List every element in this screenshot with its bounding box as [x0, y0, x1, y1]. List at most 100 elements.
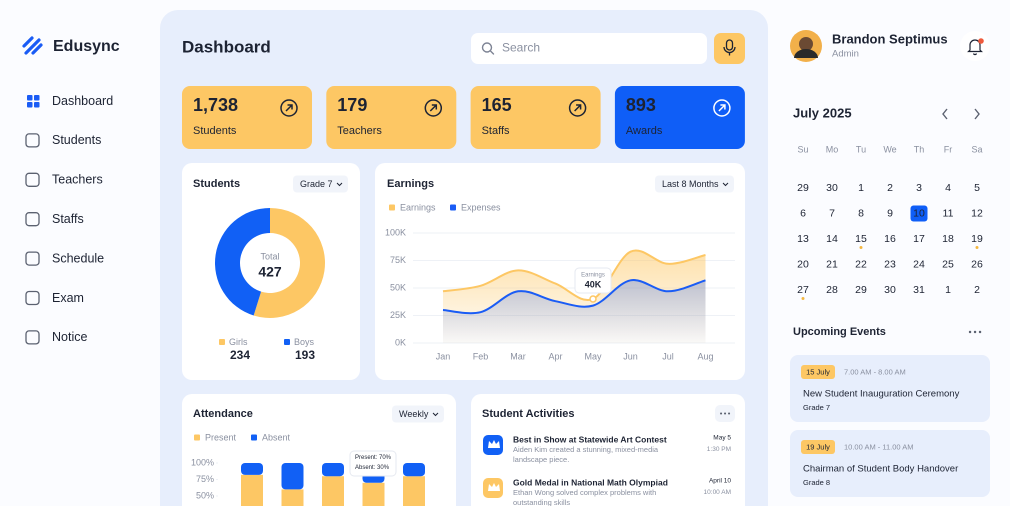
- calendar-day[interactable]: 2: [974, 284, 980, 296]
- nav-item[interactable]: Staffs: [52, 212, 84, 226]
- activity-time: 10:00 AM: [704, 489, 731, 496]
- calendar-day[interactable]: 4: [945, 182, 951, 194]
- calendar-prev[interactable]: [942, 108, 948, 120]
- event-dot: [859, 246, 863, 249]
- avatar-body: [794, 49, 818, 58]
- tooltip-line: Present: 70%: [355, 455, 392, 461]
- stat-arrow-circle: [424, 99, 443, 117]
- filter-dropdown[interactable]: [392, 405, 444, 423]
- legend-label: Earnings: [400, 202, 436, 212]
- activity-date: May 5: [713, 435, 731, 442]
- activity-time: 1:30 PM: [707, 446, 731, 453]
- calendar-day[interactable]: 17: [913, 233, 925, 245]
- stat-label: Students: [193, 125, 237, 137]
- calendar-day[interactable]: 3: [916, 182, 922, 194]
- nav-item[interactable]: Exam: [52, 291, 84, 305]
- calendar-day[interactable]: 28: [826, 284, 838, 296]
- filter-dropdown[interactable]: [655, 175, 734, 193]
- calendar-day[interactable]: 29: [797, 182, 809, 194]
- calendar-day[interactable]: 13: [797, 233, 809, 245]
- search-box[interactable]: [471, 33, 707, 64]
- calendar-day[interactable]: 27: [797, 284, 809, 296]
- calendar-day[interactable]: 19: [971, 233, 983, 245]
- nav: Dashboard Students Teachers Staffs Schedule E…: [25, 94, 113, 345]
- calendar-day[interactable]: 30: [884, 284, 896, 296]
- calendar-day[interactable]: 20: [797, 258, 809, 270]
- activity-description: Ethan Wong solved complex problems with …: [513, 488, 656, 506]
- weekday: Th: [914, 144, 925, 154]
- stat-value: 1,738: [193, 95, 238, 115]
- mic-button[interactable]: [714, 33, 745, 64]
- calendar-day[interactable]: 23: [884, 258, 896, 270]
- event-date: 19 July: [806, 442, 830, 451]
- calendar-day[interactable]: 8: [858, 207, 864, 219]
- brand: Edusync: [53, 38, 120, 55]
- legend-label: Present: [205, 432, 237, 442]
- calendar-day[interactable]: 26: [971, 258, 983, 270]
- filter-dropdown[interactable]: [293, 175, 348, 193]
- legend-label: Boys: [294, 337, 315, 347]
- calendar-next[interactable]: [974, 108, 980, 120]
- event-card[interactable]: [790, 355, 990, 422]
- event-date-chip: [801, 440, 835, 454]
- calendar-day[interactable]: 29: [855, 284, 867, 296]
- calendar-day[interactable]: 22: [855, 258, 867, 270]
- events-title: Upcoming Events: [793, 326, 886, 338]
- calendar-day[interactable]: 12: [971, 207, 983, 219]
- calendar-day[interactable]: 30: [826, 182, 838, 194]
- nav-item[interactable]: Students: [52, 133, 101, 147]
- weekday: Fr: [944, 144, 953, 154]
- page-title: Dashboard: [182, 37, 271, 56]
- activity-description: Aiden Kim created a stunning, mixed-medi…: [513, 445, 658, 464]
- bar-segment: [241, 474, 263, 506]
- calendar-day[interactable]: 15: [855, 233, 867, 245]
- calendar-day[interactable]: 31: [913, 284, 925, 296]
- calendar-day[interactable]: 9: [887, 207, 893, 219]
- search-icon-handle: [489, 50, 495, 55]
- calendar-day[interactable]: 14: [826, 233, 838, 245]
- calendar-day[interactable]: 16: [884, 233, 896, 245]
- y-tick-label: 100%: [191, 457, 214, 467]
- tooltip-line: Absent: 30%: [355, 465, 390, 471]
- calendar-day[interactable]: 2: [887, 182, 893, 194]
- stat-card[interactable]: [470, 86, 601, 149]
- nav-item[interactable]: Notice: [52, 330, 87, 344]
- x-tick-label: Jul: [662, 351, 674, 361]
- notification-button[interactable]: [960, 31, 990, 61]
- stat-card[interactable]: [614, 86, 745, 149]
- calendar-day[interactable]: 5: [974, 182, 980, 194]
- calendar-day[interactable]: 25: [942, 258, 954, 270]
- calendar-day[interactable]: 6: [800, 207, 806, 219]
- donut-total: 427: [258, 264, 282, 280]
- legend-label: Absent: [262, 432, 291, 442]
- activity-date: April 10: [709, 478, 731, 485]
- event-grade: Grade 7: [803, 403, 830, 412]
- bar-segment: [322, 463, 344, 477]
- stat-card[interactable]: [182, 86, 312, 149]
- stat-card[interactable]: [326, 86, 457, 149]
- calendar-day[interactable]: 1: [858, 182, 864, 194]
- calendar-day[interactable]: 21: [826, 258, 838, 270]
- stat-arrow: [574, 104, 582, 112]
- calendar-day[interactable]: 10: [913, 207, 925, 219]
- filter-label: Grade 7: [300, 179, 333, 189]
- calendar-day[interactable]: 7: [829, 207, 835, 219]
- calendar-day[interactable]: 24: [913, 258, 925, 270]
- profile-role: Admin: [832, 49, 859, 60]
- nav-item[interactable]: Dashboard: [52, 94, 113, 108]
- donut-segment: [253, 208, 325, 318]
- event-card[interactable]: [790, 430, 990, 497]
- x-tick-label: Aug: [697, 351, 713, 361]
- nav-item[interactable]: Schedule: [52, 251, 104, 265]
- data-label: 234: [230, 348, 250, 362]
- stat-value: 165: [482, 95, 512, 115]
- nav-item[interactable]: Teachers: [52, 173, 103, 187]
- calendar-day[interactable]: 1: [945, 284, 951, 296]
- bar-segment: [403, 463, 425, 477]
- event-date-chip: [801, 365, 835, 379]
- calendar-day[interactable]: 18: [942, 233, 954, 245]
- chevron: [432, 412, 439, 417]
- calendar-day[interactable]: 11: [943, 207, 954, 219]
